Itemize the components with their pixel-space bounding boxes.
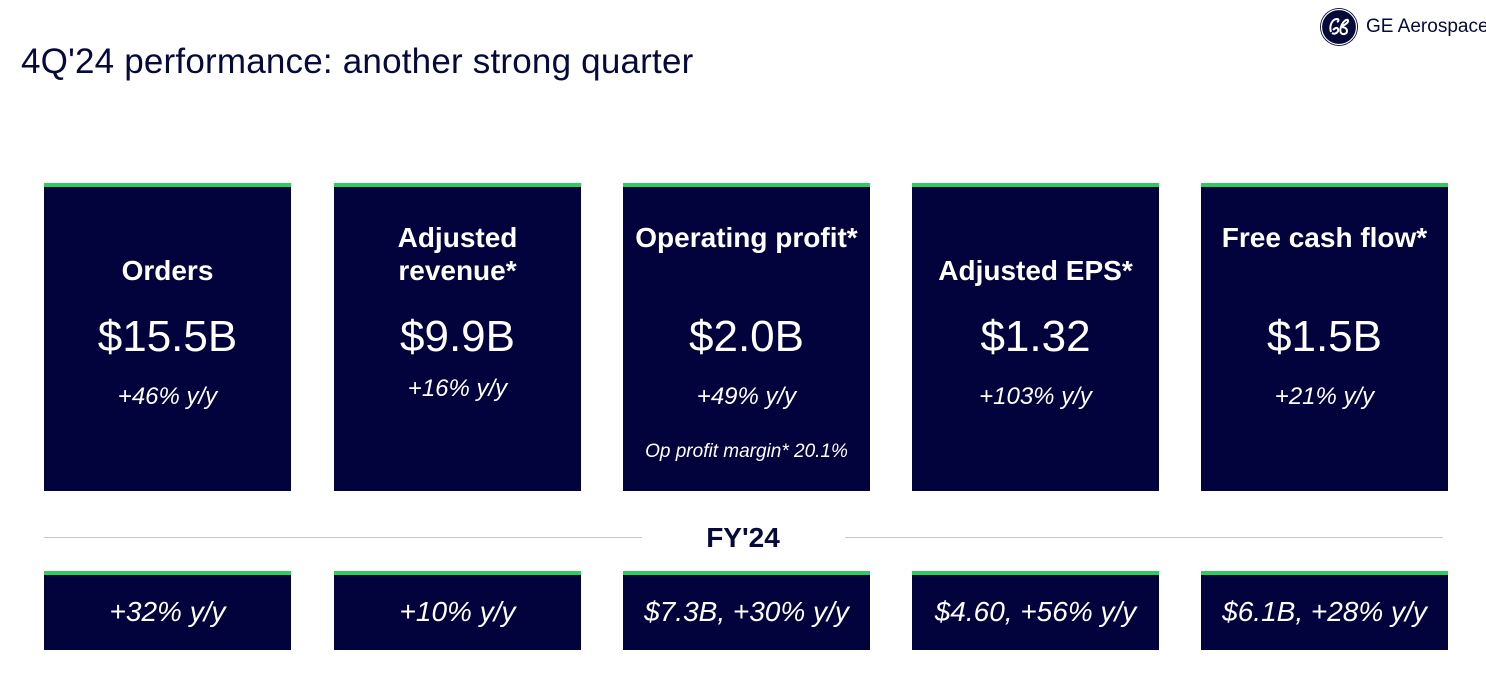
fy-free-cash-flow-card: $6.1B, +28% y/y xyxy=(1201,571,1448,650)
fy-value: $6.1B, +28% y/y xyxy=(1222,596,1427,627)
brand-name: GE Aerospace xyxy=(1366,16,1486,37)
card-value: $2.0B xyxy=(689,312,804,361)
card-change: +103% y/y xyxy=(979,383,1092,410)
fy-eps-card: $4.60, +56% y/y xyxy=(912,571,1159,650)
fy-orders-card: +32% y/y xyxy=(44,571,291,650)
card-label: Operating profit* xyxy=(635,222,858,253)
divider-right xyxy=(845,537,1443,538)
card-change: +49% y/y xyxy=(696,383,797,410)
card-note: Op profit margin* 20.1% xyxy=(645,441,848,462)
brand: GE Aerospace xyxy=(1320,8,1486,46)
card-value: $9.9B xyxy=(400,312,515,361)
card-value: $1.32 xyxy=(980,312,1091,361)
fy-label: FY'24 xyxy=(706,522,780,553)
adjusted-revenue-card: Adjusted revenue* $9.9B +16% y/y xyxy=(334,183,581,491)
card-change: +21% y/y xyxy=(1274,383,1375,410)
fy-value: $4.60, +56% y/y xyxy=(934,596,1137,627)
page-title: 4Q'24 performance: another strong quarte… xyxy=(21,42,694,81)
operating-profit-card: Operating profit* $2.0B +49% y/y Op prof… xyxy=(623,183,870,491)
card-label: Free cash flow* xyxy=(1221,222,1428,253)
card-value: $15.5B xyxy=(97,312,238,361)
fy-revenue-card: +10% y/y xyxy=(334,571,581,650)
fy-operating-profit-card: $7.3B, +30% y/y xyxy=(623,571,870,650)
card-change: +46% y/y xyxy=(117,383,218,410)
card-value: $1.5B xyxy=(1267,312,1382,361)
ge-monogram-icon xyxy=(1320,8,1358,46)
card-label: Orders xyxy=(121,255,214,286)
fy-value: +10% y/y xyxy=(399,596,516,627)
fy-value: $7.3B, +30% y/y xyxy=(644,596,849,627)
fy-value: +32% y/y xyxy=(109,596,226,627)
card-change: +16% y/y xyxy=(407,375,508,402)
orders-card: Orders $15.5B +46% y/y xyxy=(44,183,291,491)
card-label: Adjusted revenue* xyxy=(397,222,518,286)
adjusted-eps-card: Adjusted EPS* $1.32 +103% y/y xyxy=(912,183,1159,491)
free-cash-flow-card: Free cash flow* $1.5B +21% y/y xyxy=(1201,183,1448,491)
card-label: Adjusted EPS* xyxy=(938,255,1133,286)
divider-left xyxy=(44,537,642,538)
